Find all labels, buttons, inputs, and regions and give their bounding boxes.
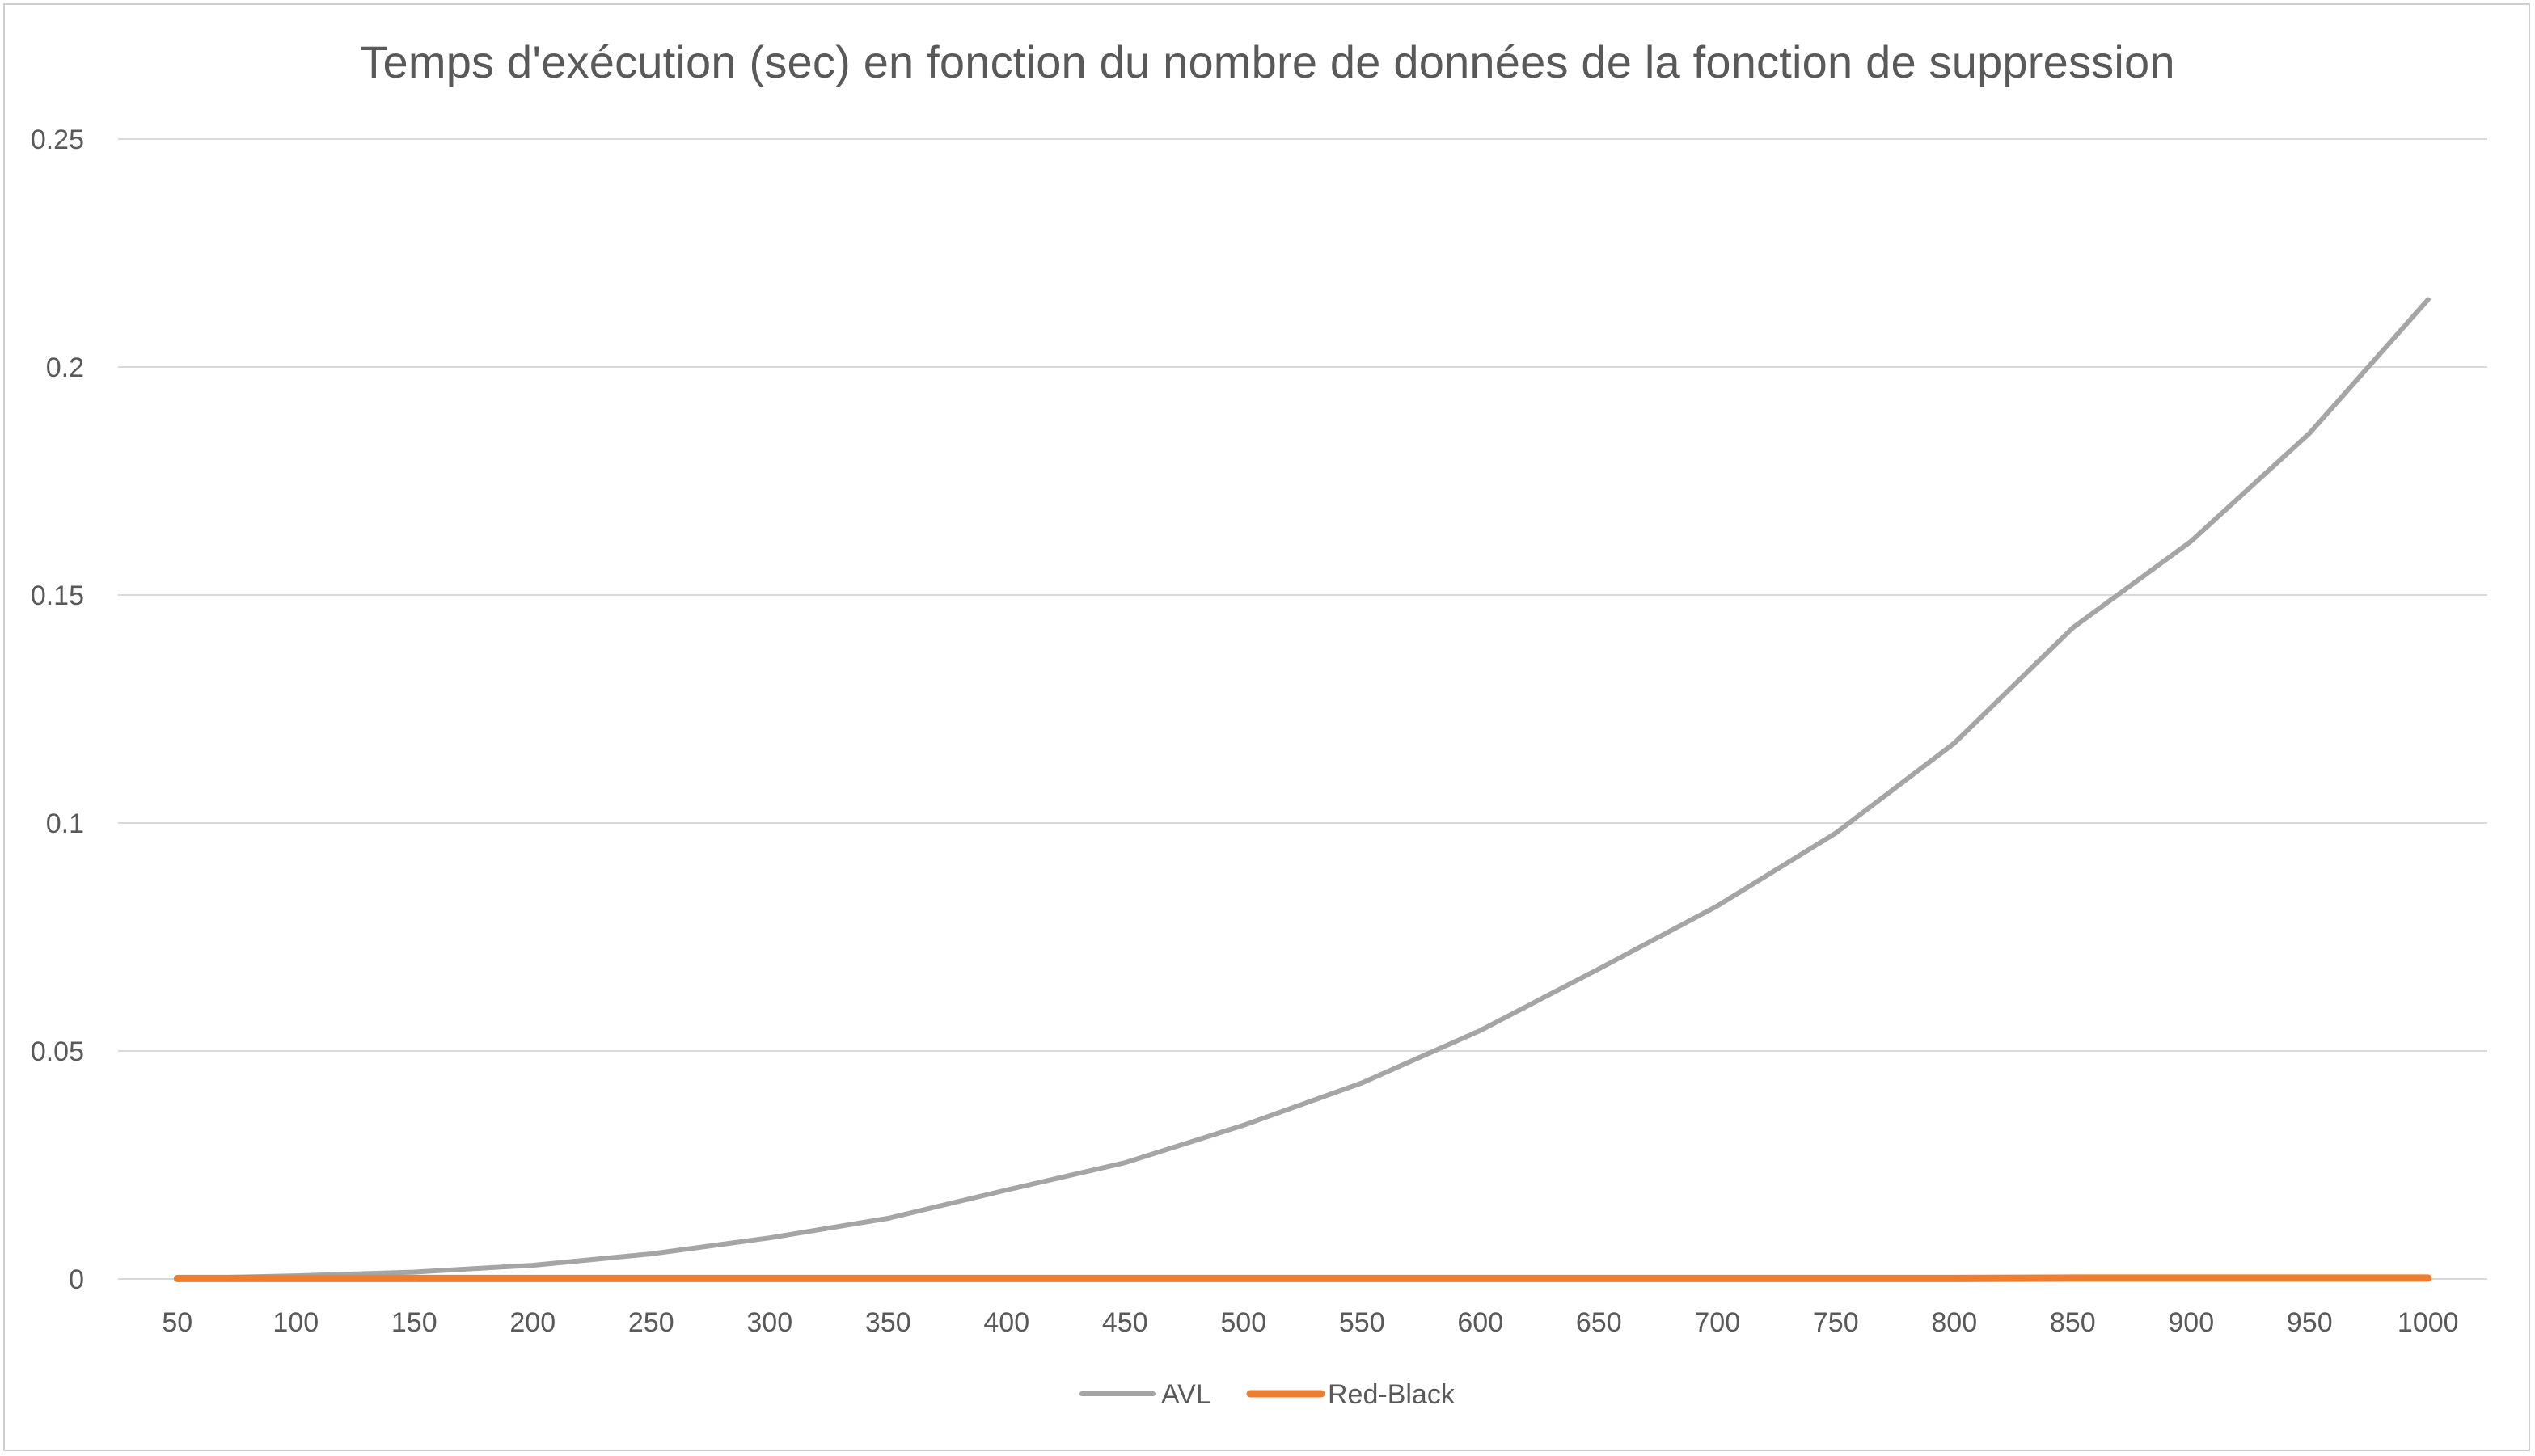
chart-frame [3,3,2530,1451]
x-axis-ticks: 50 100 150 200 250 300 350 400 450 500 550 600 650 70… [162,1307,2458,1338]
y-tick-label: 0.05 [31,1036,84,1067]
x-tick-label: 1000 [2398,1307,2459,1338]
y-axis-ticks: 0 0.05 0.1 0.15 0.2 0.25 [31,124,84,1295]
x-tick-label: 400 [983,1307,1029,1338]
x-tick-label: 950 [2287,1307,2333,1338]
legend-label: AVL [1161,1379,1211,1410]
x-tick-label: 850 [2050,1307,2096,1338]
x-tick-label: 700 [1694,1307,1740,1338]
chart-title: Temps d'exécution (sec) en fonction du n… [360,36,2175,87]
x-tick-label: 550 [1339,1307,1385,1338]
x-tick-label: 100 [273,1307,319,1338]
y-tick-label: 0.1 [46,808,84,839]
x-tick-label: 500 [1220,1307,1266,1338]
y-tick-label: 0.15 [31,580,84,611]
x-tick-label: 150 [391,1307,437,1338]
x-tick-label: 800 [1931,1307,1977,1338]
series-line-avl [175,297,2431,1281]
y-tick-label: 0 [69,1264,84,1295]
x-tick-label: 750 [1813,1307,1859,1338]
y-tick-label: 0.25 [31,124,84,155]
x-tick-label: 450 [1102,1307,1148,1338]
series-lines [173,297,2432,1282]
x-tick-label: 350 [865,1307,911,1338]
x-tick-label: 50 [162,1307,192,1338]
legend-label: Red-Black [1328,1379,1456,1410]
x-tick-label: 650 [1576,1307,1622,1338]
series-line-red-black [173,1274,2432,1282]
x-tick-label: 250 [628,1307,674,1338]
legend: AVL Red-Black [1079,1379,1456,1410]
x-tick-label: 600 [1457,1307,1503,1338]
gridlines [118,138,2487,1280]
x-tick-label: 300 [746,1307,792,1338]
x-tick-label: 200 [509,1307,556,1338]
y-tick-label: 0.2 [46,352,84,383]
x-tick-label: 900 [2168,1307,2214,1338]
